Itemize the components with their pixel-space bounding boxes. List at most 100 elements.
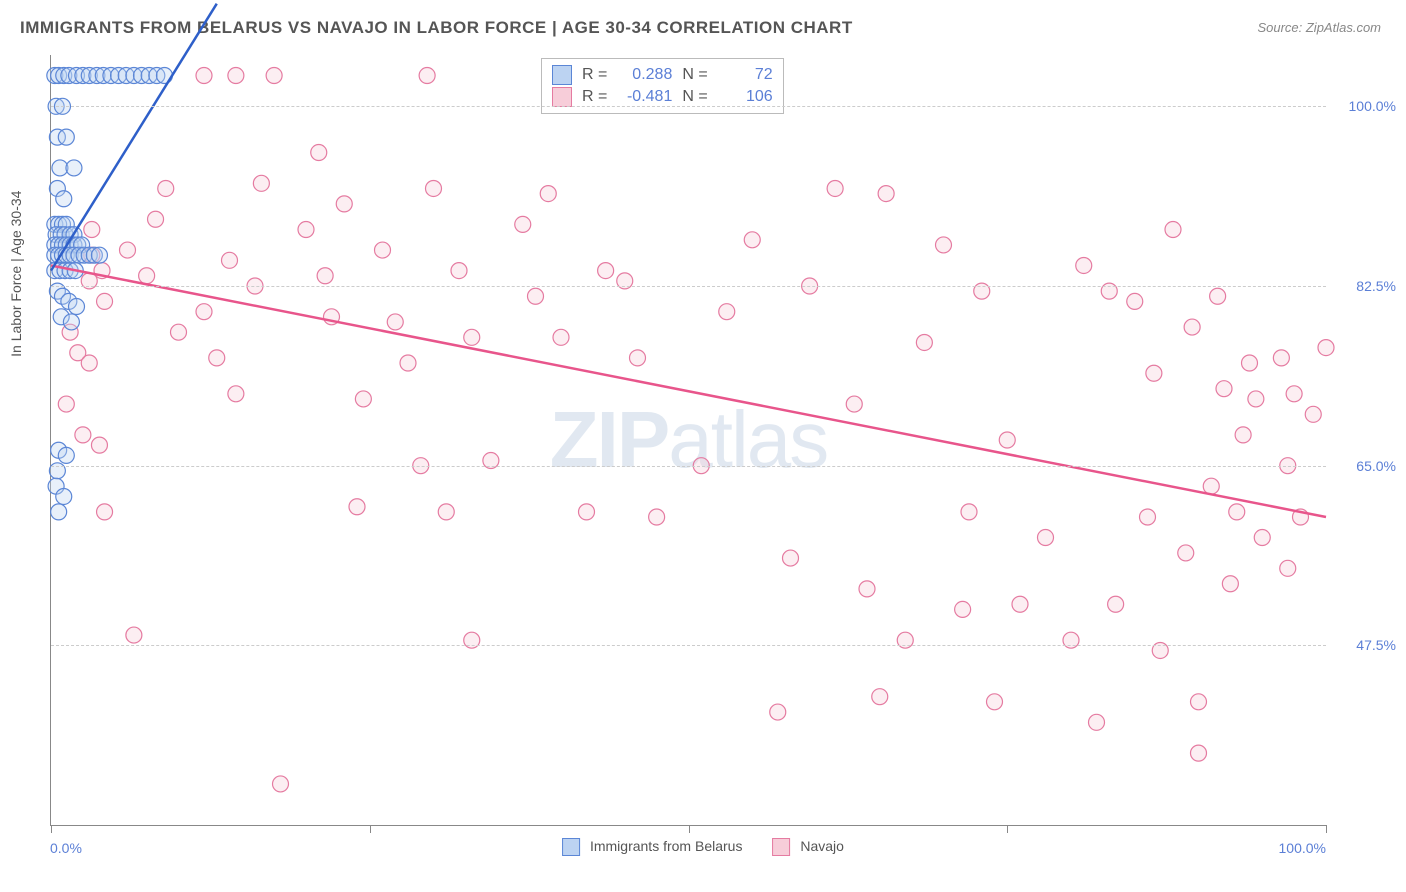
scatter-point-b — [878, 186, 894, 202]
scatter-point-b — [1273, 350, 1289, 366]
scatter-point-b — [961, 504, 977, 520]
scatter-point-b — [1286, 386, 1302, 402]
scatter-point-b — [1210, 288, 1226, 304]
stats-row-b: R = -0.481 N = 106 — [552, 87, 773, 107]
legend-item-a: Immigrants from Belarus — [562, 838, 742, 856]
stats-row-a: R = 0.288 N = 72 — [552, 65, 773, 85]
scatter-point-b — [438, 504, 454, 520]
scatter-point-a — [56, 191, 72, 207]
scatter-point-b — [528, 288, 544, 304]
scatter-point-b — [827, 180, 843, 196]
scatter-point-b — [770, 704, 786, 720]
scatter-point-b — [1191, 694, 1207, 710]
y-axis-title: In Labor Force | Age 30-34 — [8, 191, 24, 357]
scatter-point-b — [355, 391, 371, 407]
scatter-point-b — [744, 232, 760, 248]
stats-n-value-b: 106 — [718, 88, 773, 106]
legend-label-a: Immigrants from Belarus — [590, 838, 742, 854]
scatter-point-b — [1140, 509, 1156, 525]
scatter-point-b — [375, 242, 391, 258]
scatter-point-a — [91, 247, 107, 263]
x-tick — [370, 825, 371, 833]
stats-r-value-b: -0.481 — [617, 88, 672, 106]
scatter-point-b — [1229, 504, 1245, 520]
scatter-point-b — [336, 196, 352, 212]
scatter-point-b — [1235, 427, 1251, 443]
gridline — [51, 106, 1326, 107]
legend-swatch-b — [772, 838, 790, 856]
scatter-point-b — [58, 396, 74, 412]
scatter-point-b — [955, 601, 971, 617]
scatter-point-b — [387, 314, 403, 330]
scatter-point-b — [196, 304, 212, 320]
source-attribution: Source: ZipAtlas.com — [1257, 20, 1381, 35]
scatter-point-b — [464, 329, 480, 345]
x-tick — [1326, 825, 1327, 833]
scatter-point-b — [451, 263, 467, 279]
stats-r-value-a: 0.288 — [617, 66, 672, 84]
plot-area: ZIPatlas R = 0.288 N = 72 R = -0.481 N =… — [50, 55, 1326, 826]
scatter-point-b — [97, 504, 113, 520]
legend-item-b: Navajo — [772, 838, 843, 856]
scatter-point-b — [317, 268, 333, 284]
scatter-point-b — [196, 68, 212, 84]
scatter-point-b — [846, 396, 862, 412]
scatter-point-b — [859, 581, 875, 597]
scatter-point-b — [311, 145, 327, 161]
scatter-point-b — [400, 355, 416, 371]
scatter-point-b — [1242, 355, 1258, 371]
scatter-point-b — [1165, 222, 1181, 238]
scatter-point-b — [1178, 545, 1194, 561]
scatter-point-b — [1216, 381, 1232, 397]
scatter-point-b — [987, 694, 1003, 710]
scatter-point-b — [579, 504, 595, 520]
scatter-point-b — [120, 242, 136, 258]
scatter-point-b — [872, 689, 888, 705]
x-tick — [689, 825, 690, 833]
scatter-point-b — [349, 499, 365, 515]
scatter-point-b — [148, 211, 164, 227]
scatter-point-b — [228, 68, 244, 84]
scatter-point-b — [630, 350, 646, 366]
scatter-point-b — [719, 304, 735, 320]
stats-swatch-a — [552, 65, 572, 85]
x-tick — [1007, 825, 1008, 833]
scatter-point-b — [999, 432, 1015, 448]
scatter-point-a — [56, 488, 72, 504]
scatter-point-b — [1305, 406, 1321, 422]
scatter-point-b — [1146, 365, 1162, 381]
scatter-point-b — [1318, 340, 1334, 356]
scatter-point-b — [1248, 391, 1264, 407]
scatter-point-b — [649, 509, 665, 525]
scatter-point-b — [273, 776, 289, 792]
scatter-point-b — [1191, 745, 1207, 761]
scatter-point-b — [1108, 596, 1124, 612]
stats-r-label-b: R = — [582, 88, 607, 106]
plot-svg — [51, 55, 1326, 825]
scatter-point-b — [266, 68, 282, 84]
scatter-point-b — [553, 329, 569, 345]
scatter-point-b — [1184, 319, 1200, 335]
gridline — [51, 645, 1326, 646]
scatter-point-b — [253, 175, 269, 191]
scatter-point-b — [1222, 576, 1238, 592]
scatter-point-b — [209, 350, 225, 366]
scatter-point-b — [75, 427, 91, 443]
scatter-point-b — [936, 237, 952, 253]
scatter-point-b — [171, 324, 187, 340]
x-axis-min-label: 0.0% — [50, 840, 82, 856]
scatter-point-b — [84, 222, 100, 238]
scatter-point-b — [540, 186, 556, 202]
scatter-point-b — [91, 437, 107, 453]
scatter-point-b — [1089, 714, 1105, 730]
scatter-point-a — [51, 504, 67, 520]
legend-label-b: Navajo — [800, 838, 844, 854]
scatter-point-b — [1203, 478, 1219, 494]
trendline-a — [51, 4, 217, 271]
scatter-point-b — [1254, 530, 1270, 546]
scatter-point-b — [1038, 530, 1054, 546]
scatter-point-b — [1280, 560, 1296, 576]
scatter-point-a — [69, 299, 85, 315]
scatter-point-b — [228, 386, 244, 402]
scatter-point-a — [63, 314, 79, 330]
